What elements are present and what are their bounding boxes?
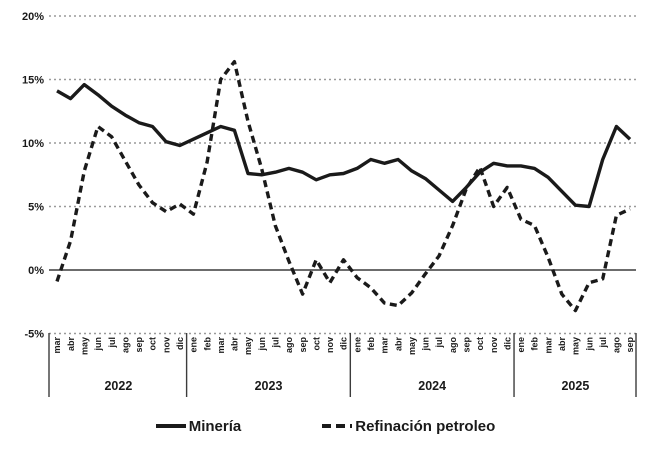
month-tick-label: may	[80, 337, 90, 355]
month-tick-label: ago	[612, 337, 622, 354]
month-tick-label: jul	[107, 337, 117, 349]
gridlines-layer	[49, 15, 636, 335]
month-tick-label: jul	[271, 337, 281, 349]
month-tick-label: nov	[325, 337, 335, 353]
month-tick-label: ago	[448, 337, 458, 354]
month-tick-label: dic	[339, 337, 349, 350]
month-tick-label: jun	[93, 337, 103, 352]
series-line-mineria	[56, 82, 632, 209]
mineria-line-swatch	[155, 424, 186, 428]
legend-label-refinacion: Refinación petroleo	[355, 417, 496, 435]
month-tick-label: jun	[421, 337, 431, 352]
month-tick-label: jun	[257, 337, 267, 352]
year-label: 2022	[104, 379, 132, 393]
legend-item-refinacion: Refinación petroleo	[321, 418, 495, 435]
month-tick-label: sep	[298, 337, 308, 353]
series-layer	[55, 60, 632, 313]
year-separators	[48, 333, 637, 397]
series-line-refinacion-petroleo	[55, 60, 631, 313]
y-tick-label: 10%	[22, 138, 44, 150]
month-tick-label: ene	[189, 337, 199, 353]
month-tick-label: feb	[202, 336, 212, 350]
month-tick-label: ene	[516, 337, 526, 353]
y-tick-label: 0%	[28, 265, 44, 277]
month-tick-label: oct	[311, 337, 321, 351]
year-label: 2024	[418, 379, 446, 393]
trend-chart: 20%15%10%5%0%-5% mar abr may jun jul ago sep oc…	[22, 11, 637, 397]
y-tick-label: -5%	[24, 329, 44, 341]
month-tick-label: jul	[434, 337, 444, 349]
year-label: 2023	[255, 379, 283, 393]
y-tick-label: 15%	[22, 75, 44, 87]
month-tick-label: mar	[543, 337, 553, 354]
month-tick-label: sep	[134, 337, 144, 353]
chart-legend: Minería Refinación petroleo	[0, 408, 650, 444]
month-tick-label: abr	[393, 337, 403, 352]
month-tick-label: oct	[475, 337, 485, 351]
month-tick-label: jun	[584, 337, 594, 352]
refinacion-line-swatch	[322, 424, 353, 428]
month-tick-label: mar	[380, 337, 390, 354]
month-tick-label: dic	[175, 337, 185, 350]
month-tick-label: nov	[161, 337, 171, 353]
month-tick-label: feb	[530, 336, 540, 350]
month-tick-label: dic	[502, 337, 512, 350]
month-tick-label: ago	[120, 337, 130, 354]
month-tick-label: may	[243, 337, 253, 355]
month-tick-label: may	[571, 337, 581, 355]
month-tick-label: mar	[52, 337, 62, 354]
legend-label-mineria: Minería	[188, 417, 242, 435]
month-tick-label: abr	[230, 337, 240, 352]
y-tick-label: 20%	[22, 11, 44, 23]
month-tick-label: nov	[489, 337, 499, 353]
year-label: 2025	[561, 379, 589, 393]
month-tick-label: sep	[625, 337, 635, 353]
y-axis-labels: 20% 15% 10% 5% 0% -5%	[22, 11, 44, 341]
month-tick-label: abr	[66, 337, 76, 352]
legend-item-mineria: Minería	[155, 417, 242, 435]
month-tick-label: oct	[148, 337, 158, 351]
month-tick-label: jul	[598, 337, 608, 349]
y-tick-label: 5%	[28, 202, 44, 214]
month-tick-label: ago	[284, 337, 294, 354]
month-tick-label: sep	[462, 337, 472, 353]
month-tick-label: may	[407, 337, 417, 355]
month-tick-label: ene	[352, 337, 362, 353]
month-tick-label: mar	[216, 337, 226, 354]
month-tick-label: feb	[366, 336, 376, 350]
month-tick-label: abr	[557, 337, 567, 352]
